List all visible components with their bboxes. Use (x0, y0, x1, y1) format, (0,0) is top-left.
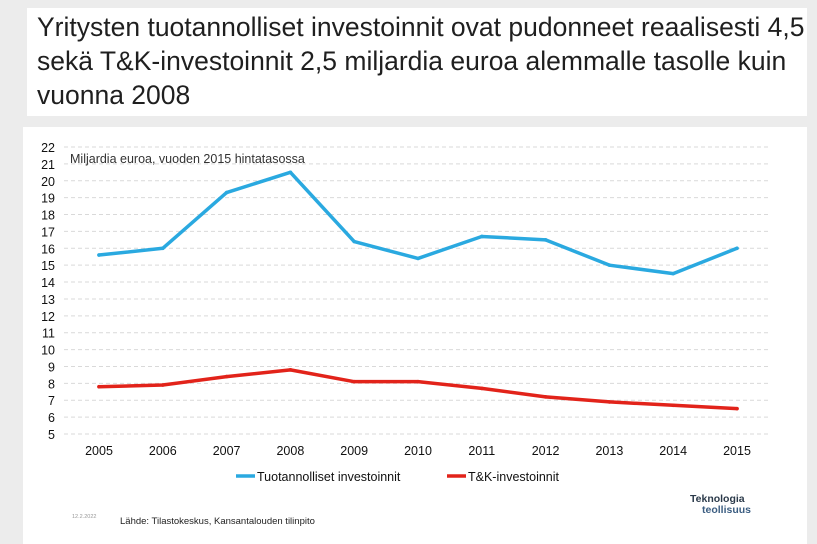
y-tick-label: 13 (41, 293, 55, 307)
x-tick-label: 2008 (276, 444, 304, 458)
source-note: Lähde: Tilastokeskus, Kansantalouden til… (120, 516, 315, 527)
y-tick-label: 16 (41, 242, 55, 256)
data-point (416, 379, 420, 384)
data-point (480, 386, 484, 391)
date-stamp: 12.2.2022 (72, 514, 96, 520)
y-tick-label: 10 (41, 344, 55, 358)
y-tick-label: 19 (41, 192, 55, 206)
data-point (352, 379, 357, 384)
x-tick-label: 2009 (340, 444, 368, 458)
series-line-2 (97, 368, 739, 411)
company-logo: Teknologia teollisuus (690, 494, 751, 516)
data-point (671, 271, 675, 276)
logo-line-1: Teknologia (690, 493, 745, 505)
x-tick-label: 2010 (404, 444, 432, 458)
x-tick-label: 2013 (595, 444, 623, 458)
data-point (161, 246, 165, 251)
y-tick-label: 20 (41, 175, 55, 189)
y-tick-label: 22 (41, 141, 55, 155)
x-tick-label: 2006 (149, 444, 177, 458)
data-point (607, 400, 612, 404)
data-point (161, 383, 165, 387)
x-tick-label: 2011 (468, 444, 495, 458)
y-tick-label: 14 (41, 276, 55, 290)
data-point (543, 395, 548, 399)
data-point (480, 234, 484, 239)
data-point (735, 406, 739, 411)
x-tick-label: 2007 (213, 444, 241, 458)
data-point (735, 246, 739, 251)
data-point (97, 253, 101, 257)
y-tick-label: 7 (48, 394, 55, 408)
y-tick-label: 17 (41, 225, 55, 239)
y-tick-label: 21 (41, 158, 55, 172)
y-tick-label: 5 (48, 428, 55, 442)
chart-subtitle: Miljardia euroa, vuoden 2015 hintatasoss… (70, 152, 305, 166)
data-point (607, 263, 612, 267)
x-tick-label: 2005 (85, 444, 113, 458)
x-tick-label: 2014 (659, 444, 687, 458)
y-tick-label: 8 (48, 377, 55, 391)
y-tick-label: 15 (41, 259, 55, 273)
y-tick-label: 18 (41, 209, 55, 223)
logo-line-2: teollisuus (702, 504, 752, 516)
legend-label: T&K-investoinnit (468, 470, 560, 484)
y-tick-label: 12 (41, 310, 55, 324)
y-tick-label: 11 (42, 327, 55, 341)
y-tick-label: 6 (48, 411, 55, 425)
data-point (288, 170, 293, 175)
data-point (97, 384, 101, 389)
data-point (224, 190, 229, 195)
data-point (288, 368, 293, 372)
title-panel: Yritysten tuotannolliset investoinnit ov… (27, 8, 807, 116)
legend-label: Tuotannolliset investoinnit (257, 470, 401, 484)
data-point (671, 403, 675, 408)
data-point (416, 256, 420, 261)
data-point (224, 374, 229, 379)
y-tick-label: 9 (48, 360, 55, 374)
x-tick-label: 2015 (723, 444, 751, 458)
page-title: Yritysten tuotannolliset investoinnit ov… (37, 12, 805, 110)
data-point (352, 239, 357, 244)
chart-panel (23, 127, 807, 544)
x-tick-label: 2012 (532, 444, 560, 458)
data-point (543, 238, 548, 242)
